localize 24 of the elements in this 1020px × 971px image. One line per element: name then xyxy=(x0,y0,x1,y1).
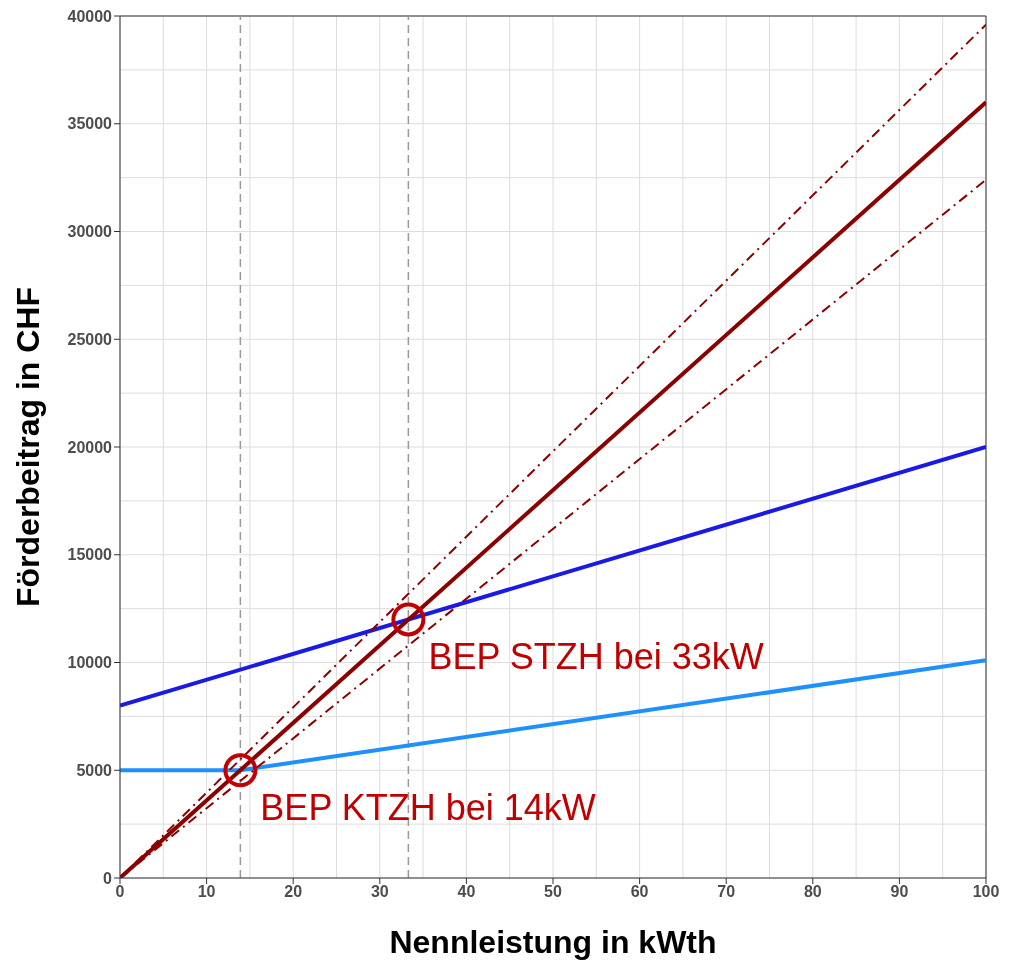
x-tick-label: 30 xyxy=(370,883,389,901)
y-tick-label: 0 xyxy=(103,869,113,887)
x-tick-label: 10 xyxy=(197,883,216,901)
x-tick-label: 60 xyxy=(630,883,649,901)
x-tick-label: 70 xyxy=(717,883,736,901)
y-tick-label: 5000 xyxy=(76,761,113,779)
annotation: BEP KTZH bei 14kW xyxy=(260,787,596,829)
y-tick-label: 25000 xyxy=(67,330,113,348)
y-tick-label: 40000 xyxy=(67,7,113,25)
x-tick-label: 50 xyxy=(544,883,562,901)
y-tick-label: 30000 xyxy=(67,223,113,241)
x-tick-label: 40 xyxy=(457,883,476,901)
x-tick-label: 90 xyxy=(890,883,909,901)
y-axis-title: Förderbeitrag in CHF xyxy=(10,286,47,608)
annotation: BEP STZH bei 33kW xyxy=(428,636,764,678)
y-tick-label: 35000 xyxy=(67,115,113,133)
x-tick-label: 80 xyxy=(803,883,822,901)
y-tick-label: 20000 xyxy=(67,438,113,456)
x-tick-label: 0 xyxy=(115,883,125,901)
x-tick-label: 20 xyxy=(284,883,303,901)
x-tick-label: 100 xyxy=(972,883,1000,901)
y-tick-label: 15000 xyxy=(67,546,113,564)
x-axis-title: Nennleistung in kWth xyxy=(389,924,717,960)
y-tick-label: 10000 xyxy=(67,654,113,672)
